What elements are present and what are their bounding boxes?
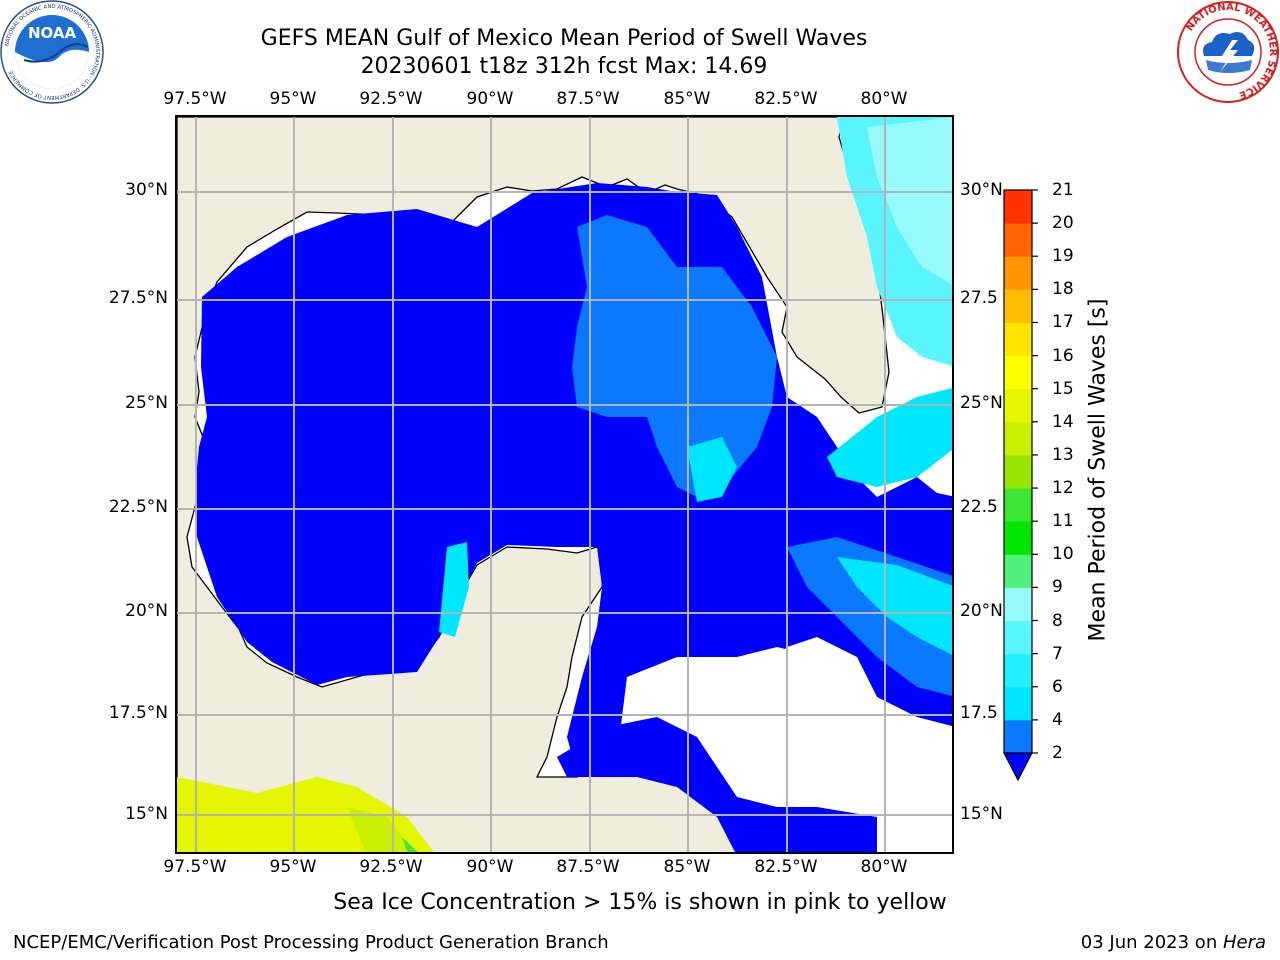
lon-tick-label: 97.5°W bbox=[163, 89, 227, 109]
lon-tick-label: 82.5°W bbox=[754, 857, 818, 877]
lon-tick-label: 82.5°W bbox=[754, 89, 818, 109]
lon-tick-label: 92.5°W bbox=[359, 857, 423, 877]
colorbar-tick-label: 21 bbox=[1052, 180, 1074, 200]
colorbar-tick-label: 13 bbox=[1052, 444, 1074, 465]
colorbar-segment bbox=[1004, 289, 1032, 323]
machine-name: Hera bbox=[1222, 932, 1266, 953]
colorbar-segment bbox=[1004, 719, 1032, 754]
swell-8to9-atlantic bbox=[867, 117, 952, 285]
credit-text: NCEP/EMC/Verification Post Processing Pr… bbox=[13, 932, 609, 953]
colorbar-segment bbox=[1004, 587, 1032, 622]
colorbar-tick-label: 17 bbox=[1052, 312, 1074, 333]
colorbar-tick-label: 18 bbox=[1052, 279, 1074, 300]
colorbar-label: Mean Period of Swell Waves [s] bbox=[1085, 298, 1111, 642]
swell-4to6-strait bbox=[827, 388, 952, 487]
lat-tick-label: 25°N bbox=[125, 393, 168, 413]
lon-tick-label: 95°W bbox=[269, 857, 317, 877]
lon-tick-label: 97.5°W bbox=[163, 857, 227, 877]
colorbar-frame bbox=[1003, 189, 1033, 754]
lon-tick-label: 80°W bbox=[860, 89, 908, 109]
colorbar-segment bbox=[1004, 322, 1032, 357]
lat-tick-label: 25°N bbox=[960, 393, 1003, 413]
colorbar-tick-marks bbox=[1032, 189, 1038, 754]
graticule bbox=[177, 117, 952, 852]
lon-tick-label: 87.5°W bbox=[556, 857, 620, 877]
colorbar-segment bbox=[1004, 388, 1032, 423]
lat-tick-label: 27.5°N bbox=[108, 288, 168, 308]
colorbar-tick-label: 20 bbox=[1052, 213, 1074, 234]
lon-tick-label: 90°W bbox=[466, 89, 514, 109]
noaa-logo-text: NOAA bbox=[28, 24, 77, 42]
lon-tick-label: 90°W bbox=[466, 857, 514, 877]
colorbar-tick-label: 14 bbox=[1052, 411, 1074, 432]
colorbar-tick-label: 11 bbox=[1052, 511, 1074, 532]
colorbar-segment bbox=[1004, 223, 1032, 257]
date-stamp: 03 Jun 2023 on Hera bbox=[1081, 932, 1266, 953]
colorbar-segment bbox=[1004, 190, 1032, 224]
colorbar-segment bbox=[1004, 554, 1032, 588]
lon-tick-label: 85°W bbox=[663, 89, 711, 109]
colorbar-tick-label: 2 bbox=[1052, 743, 1063, 763]
lon-tick-label: 85°W bbox=[663, 857, 711, 877]
colorbar-tick-label: 16 bbox=[1052, 345, 1074, 366]
colorbar-segment bbox=[1004, 686, 1032, 721]
colorbar-segment bbox=[1004, 421, 1032, 456]
colorbar-segment bbox=[1004, 521, 1032, 555]
lat-tick-label: 22.5°N bbox=[108, 497, 168, 517]
lat-tick-label: 30°N bbox=[125, 180, 168, 200]
colorbar-under-triangle bbox=[1003, 752, 1033, 782]
date-text: 03 Jun 2023 on bbox=[1080, 932, 1223, 953]
map-panel bbox=[175, 115, 954, 854]
swell-4to6-yucatan bbox=[687, 437, 737, 502]
sea-ice-footnote: Sea Ice Concentration > 15% is shown in … bbox=[0, 890, 1280, 915]
lat-tick-label: 15°N bbox=[125, 804, 168, 824]
colorbar-tick-label: 8 bbox=[1052, 610, 1063, 631]
colorbar-tick-label: 15 bbox=[1052, 378, 1074, 399]
colorbar-tick-label: 19 bbox=[1052, 246, 1074, 267]
colorbar-segment bbox=[1004, 620, 1032, 655]
colorbar-segment bbox=[1004, 256, 1032, 290]
noaa-logo: NATIONAL OCEANIC AND ATMOSPHERIC ADMINIS… bbox=[0, 0, 104, 104]
lon-tick-label: 80°W bbox=[860, 857, 908, 877]
map-subtitle: 20230601 t18z 312h fcst Max: 14.69 bbox=[360, 54, 768, 79]
swell-lt2-caribbean-south bbox=[557, 717, 877, 852]
colorbar-segment bbox=[1004, 653, 1032, 688]
swell-4to6-caribbean bbox=[837, 557, 952, 655]
colorbar-segments bbox=[1004, 190, 1032, 754]
colorbar-tick-label: 12 bbox=[1052, 478, 1074, 499]
lime-patch-pacific bbox=[347, 807, 414, 852]
colorbar-tick-label: 6 bbox=[1052, 676, 1063, 697]
lat-tick-label: 30°N bbox=[960, 180, 1003, 200]
lon-tick-label: 95°W bbox=[269, 89, 317, 109]
lat-tick-label: 17.5°N bbox=[108, 703, 168, 723]
lon-tick-label: 87.5°W bbox=[556, 89, 620, 109]
lat-tick-label: 22.5 bbox=[960, 497, 998, 517]
swell-period-map bbox=[177, 117, 952, 852]
colorbar-tick-label: 9 bbox=[1052, 577, 1063, 598]
lat-tick-label: 20°N bbox=[960, 601, 1003, 621]
lat-tick-label: 27.5 bbox=[960, 288, 998, 308]
swell-2to4-east bbox=[572, 215, 777, 497]
lon-tick-label: 92.5°W bbox=[359, 89, 423, 109]
colorbar-tick-label: 7 bbox=[1052, 643, 1063, 664]
lat-tick-label: 15°N bbox=[960, 804, 1003, 824]
colorbar-segment bbox=[1004, 355, 1032, 390]
colorbar-segment bbox=[1004, 488, 1032, 522]
colorbar-segment bbox=[1004, 454, 1032, 489]
colorbar-tick-label: 10 bbox=[1052, 544, 1074, 565]
sea-ice-footnote-text: Sea Ice Concentration > 15% is shown in … bbox=[333, 890, 947, 915]
lat-tick-label: 17.5 bbox=[960, 703, 998, 723]
colorbar-tick-label: 4 bbox=[1052, 709, 1063, 730]
nws-logo: NATIONAL WEATHER SERVICE bbox=[1176, 0, 1280, 104]
lat-tick-label: 20°N bbox=[125, 601, 168, 621]
map-title: GEFS MEAN Gulf of Mexico Mean Period of … bbox=[260, 26, 868, 51]
